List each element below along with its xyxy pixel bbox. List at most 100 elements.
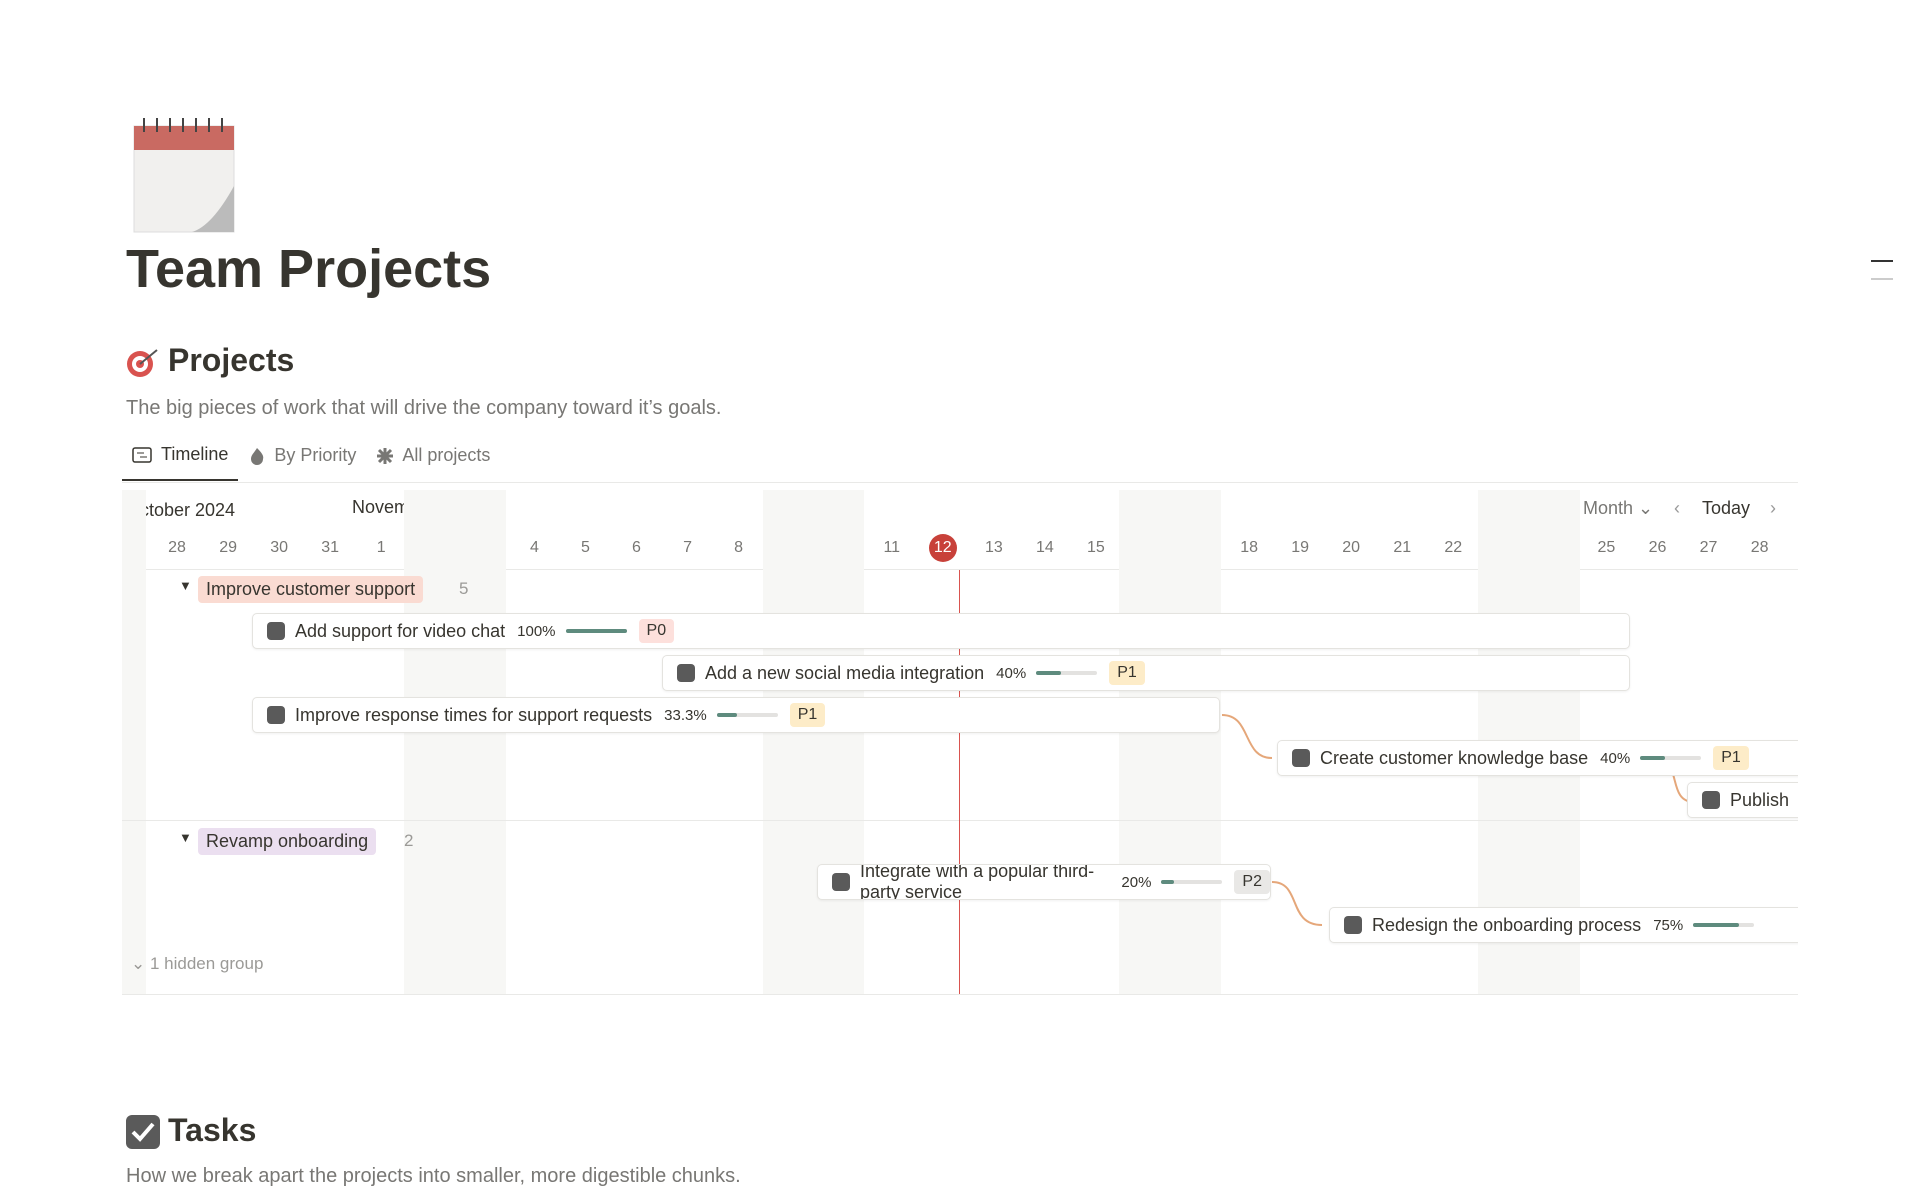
day: 31 [321, 539, 340, 556]
project-name: Redesign the onboarding process [1372, 914, 1642, 935]
tab[interactable]: By Priority [238, 442, 366, 481]
day: 1 [376, 539, 386, 556]
project-name: Improve response times for support reque… [295, 704, 653, 725]
day: 27 [1699, 539, 1718, 556]
tab-label: Timeline [161, 444, 229, 464]
progress-fill [1036, 671, 1061, 675]
day: 22 [1444, 539, 1463, 556]
tabs: Timeline By Priority All projects [122, 442, 500, 481]
day: 20 [1342, 539, 1361, 556]
day: 19 [1291, 539, 1310, 556]
project-icon [1292, 749, 1310, 767]
progress-track [716, 713, 778, 717]
page-title: Team Projects [126, 239, 492, 299]
hidden-label: 1 hidden group [149, 954, 264, 973]
project-bar[interactable]: Publish [1687, 782, 1798, 818]
section-heading: Projects [168, 342, 295, 378]
day: 28 [1750, 539, 1769, 556]
divider [122, 569, 1798, 570]
page-icon [133, 118, 235, 233]
view-label: Month [1583, 498, 1634, 518]
progress-label: 40% [1600, 749, 1631, 767]
project-bar[interactable]: Add support for video chat 100% P0 [252, 613, 1630, 649]
progress-fill [1640, 756, 1665, 760]
project-name: Add a new social media integration [705, 662, 985, 683]
next-button[interactable]: › [1770, 498, 1776, 518]
shade [404, 490, 506, 995]
project-bar[interactable]: Create customer knowledge base 40% P1 [1277, 740, 1798, 776]
day: 15 [1087, 539, 1105, 556]
progress-label: 40% [996, 664, 1027, 682]
priority-pill: P0 [638, 619, 675, 643]
progress-fill [565, 629, 627, 633]
project-icon [832, 873, 850, 891]
today-line [959, 570, 960, 995]
project-icon [1702, 791, 1720, 809]
day: 6 [632, 539, 641, 556]
project-name: Add support for video chat [295, 620, 506, 641]
project-icon [267, 622, 285, 640]
group-label: Improve customer support [198, 576, 424, 603]
shade [122, 490, 146, 995]
view-select[interactable]: Month ⌄ [1583, 498, 1654, 518]
day: 7 [683, 539, 692, 556]
progress-track [1640, 756, 1702, 760]
progress-label: 100% [517, 622, 556, 640]
day: 11 [883, 539, 901, 556]
day: 21 [1393, 539, 1412, 556]
progress-label: 20% [1121, 873, 1152, 891]
today-day: 12 [928, 534, 957, 562]
check-icon [126, 1115, 160, 1149]
progress-track [1161, 880, 1223, 884]
project-icon [677, 664, 695, 682]
day: 18 [1240, 539, 1258, 556]
day: 8 [734, 539, 744, 556]
group-label: Revamp onboarding [198, 828, 377, 855]
shade [763, 490, 864, 995]
divider [122, 994, 1798, 995]
prev-button[interactable]: ‹ [1674, 498, 1680, 518]
progress-fill [1161, 880, 1174, 884]
day: 5 [580, 539, 590, 556]
project-bar[interactable]: Redesign the onboarding process 75% [1329, 907, 1798, 943]
divider [122, 820, 1798, 821]
project-name: Integrate with a popular third-party ser… [860, 864, 1095, 900]
timeline: ▼ Improve customer support 5 Add support fo… [122, 490, 1798, 995]
project-name: Publish [1730, 789, 1790, 810]
project-bar[interactable]: Improve response times for support reque… [252, 697, 1220, 733]
day: 28 [168, 539, 186, 556]
project-name: Create customer knowledge base [1320, 747, 1589, 768]
day: 29 [219, 539, 237, 556]
progress-track [1036, 671, 1098, 675]
project-icon [1344, 916, 1362, 934]
progress-track [565, 629, 627, 633]
section-description: How we break apart the projects into sma… [126, 1165, 741, 1187]
progress-fill [1693, 923, 1739, 927]
project-icon [267, 706, 285, 724]
priority-pill: P1 [1109, 661, 1145, 685]
day: 30 [270, 539, 289, 556]
project-bar[interactable]: Integrate with a popular third-party ser… [817, 864, 1271, 900]
today-button[interactable]: Today [1702, 498, 1751, 518]
day: 13 [984, 539, 1003, 556]
priority-pill: P2 [1234, 870, 1270, 894]
tab[interactable]: All projects [366, 442, 500, 481]
tab-label: All projects [402, 445, 491, 465]
progress-label: 75% [1653, 916, 1684, 934]
day: 26 [1648, 539, 1667, 556]
tab-label: By Priority [274, 445, 357, 465]
group-toggle[interactable]: ▼ [179, 578, 192, 593]
toc-icon[interactable] [1871, 258, 1895, 282]
group-toggle[interactable]: ▼ [179, 830, 192, 845]
day: 14 [1035, 539, 1054, 556]
priority-pill: P1 [789, 703, 826, 727]
progress-label: 33.3% [664, 706, 707, 724]
divider [122, 482, 1798, 483]
shade [1119, 490, 1221, 995]
tab[interactable]: Timeline [122, 442, 239, 481]
hidden-groups[interactable]: ⌄ 1 hidden group [131, 954, 264, 973]
project-bar[interactable]: Add a new social media integration 40% P1 [662, 655, 1630, 691]
group-count: 2 [404, 831, 414, 850]
section-heading: Tasks [168, 1112, 257, 1148]
